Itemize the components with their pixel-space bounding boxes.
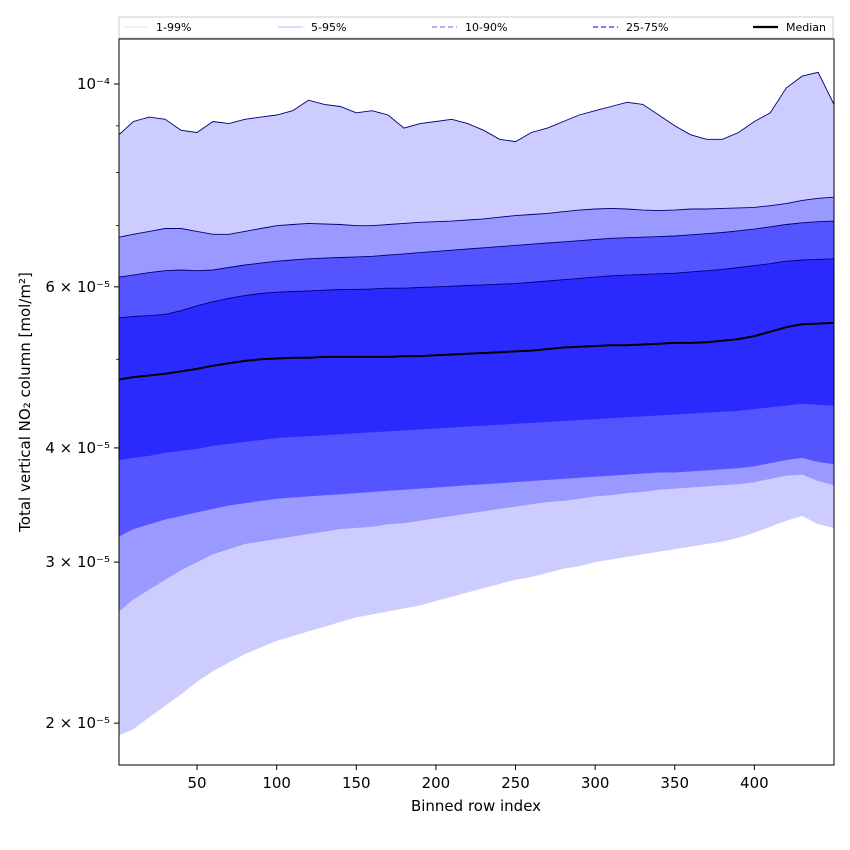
- legend-items: 1-99% 5-95% 10-90% 25-75% Median: [123, 21, 826, 34]
- x-tick-label: 400: [740, 774, 769, 792]
- y-tick-label: 2 × 10⁻⁵: [45, 714, 110, 732]
- legend-label: Median: [786, 21, 826, 34]
- band-upper-edge-1-99: [119, 71, 834, 143]
- x-axis-ticks: 50 100 150 200 250 300 350 400: [187, 765, 769, 792]
- legend-label: 25-75%: [626, 21, 668, 34]
- y-axis-label: Total vertical NO₂ column [mol/m²]: [16, 272, 34, 533]
- band-upper-edge-10-90: [119, 220, 834, 278]
- y-tick-label: 3 × 10⁻⁵: [45, 553, 110, 571]
- y-tick-label: 10⁻⁴: [77, 75, 110, 93]
- legend-label: 5-95%: [311, 21, 346, 34]
- percentile-bands: [119, 71, 834, 736]
- y-axis-ticks: 2 × 10⁻⁵ 3 × 10⁻⁵ 4 × 10⁻⁵ 6 × 10⁻⁵ 10⁻⁴: [45, 75, 119, 732]
- plot-area: [119, 71, 834, 736]
- axes-frame: [118, 38, 835, 766]
- x-tick-label: 350: [660, 774, 689, 792]
- y-tick-label: 6 × 10⁻⁵: [45, 278, 110, 296]
- band-upper-edge-25-75: [119, 258, 834, 319]
- legend-label: 10-90%: [465, 21, 507, 34]
- x-tick-label: 150: [342, 774, 371, 792]
- x-tick-label: 200: [422, 774, 451, 792]
- x-tick-label: 100: [262, 774, 291, 792]
- legend: 1-99% 5-95% 10-90% 25-75% Median: [118, 16, 834, 39]
- legend-label: 1-99%: [156, 21, 191, 34]
- x-tick-label: 50: [187, 774, 206, 792]
- x-tick-label: 250: [501, 774, 530, 792]
- x-axis-label: Binned row index: [411, 797, 541, 815]
- median-series: [119, 321, 834, 381]
- legend-box: [118, 16, 834, 39]
- band-25-75: [119, 258, 834, 460]
- x-tick-label: 300: [581, 774, 610, 792]
- y-tick-label: 4 × 10⁻⁵: [45, 439, 110, 457]
- median-line: [119, 321, 834, 381]
- band-upper-edge-5-95: [119, 196, 834, 238]
